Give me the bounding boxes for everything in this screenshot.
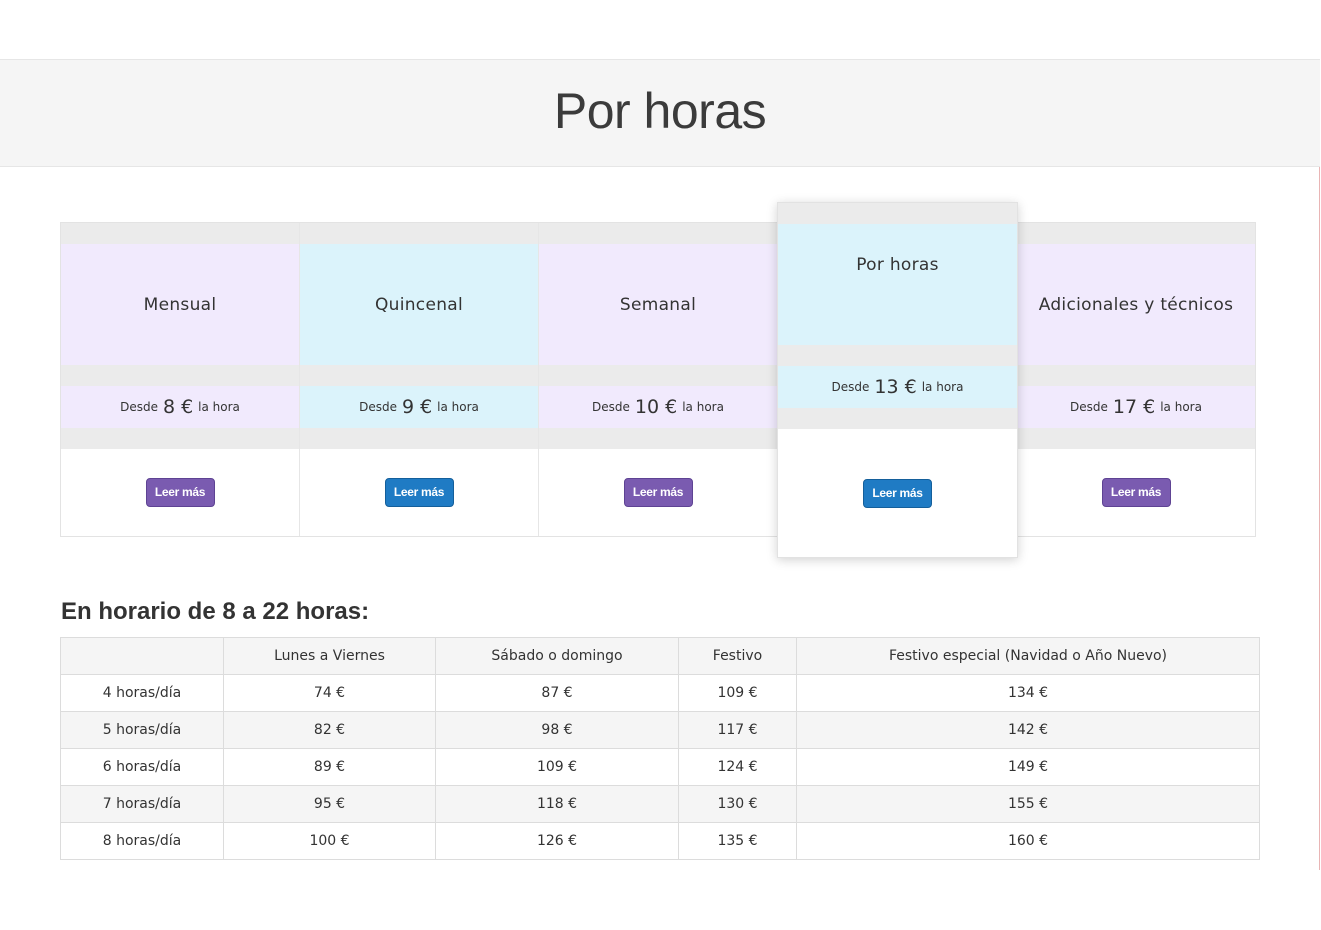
table-cell: 74 € — [223, 674, 436, 712]
table-cell: 134 € — [796, 674, 1260, 712]
table-cell: 149 € — [796, 748, 1260, 786]
plan-name: Por horas — [778, 224, 1017, 345]
price-suffix: la hora — [1160, 400, 1202, 414]
plan-strip — [300, 365, 538, 386]
plan-strip — [539, 223, 777, 244]
table-row: 6 horas/día 89 € 109 € 124 € 149 € — [60, 748, 1260, 786]
table-cell: 117 € — [678, 711, 797, 749]
plan-strip — [778, 203, 1017, 224]
price-amount: 9 € — [401, 396, 433, 418]
page-header: Por horas — [0, 59, 1320, 167]
price-prefix: Desde — [359, 400, 397, 414]
table-cell: 89 € — [223, 748, 436, 786]
plan-price: Desde 8 € la hora — [61, 386, 299, 428]
table-cell: 82 € — [223, 711, 436, 749]
plan-card-mensual: Mensual Desde 8 € la hora Leer más — [61, 223, 300, 536]
table-cell: 135 € — [678, 822, 797, 860]
table-cell: 109 € — [435, 748, 679, 786]
table-cell: 160 € — [796, 822, 1260, 860]
price-suffix: la hora — [437, 400, 479, 414]
plan-strip — [539, 365, 777, 386]
table-row: 7 horas/día 95 € 118 € 130 € 155 € — [60, 785, 1260, 823]
plan-card-por-horas-featured: Por horas Desde 13 € la hora Leer más — [777, 202, 1018, 558]
plan-price: Desde 10 € la hora — [539, 386, 777, 428]
table-cell: 87 € — [435, 674, 679, 712]
plan-strip — [300, 428, 538, 449]
plan-name: Mensual — [61, 244, 299, 365]
price-suffix: la hora — [682, 400, 724, 414]
plan-button-row: Leer más — [539, 449, 777, 507]
plan-strip — [61, 365, 299, 386]
plan-button-row: Leer más — [61, 449, 299, 507]
plan-strip — [1017, 223, 1255, 244]
table-cell: 4 horas/día — [60, 674, 224, 712]
table-row: 5 horas/día 82 € 98 € 117 € 142 € — [60, 711, 1260, 749]
column-header: Festivo — [678, 637, 797, 675]
table-cell: 7 horas/día — [60, 785, 224, 823]
plan-strip — [1017, 365, 1255, 386]
plan-price: Desde 17 € la hora — [1017, 386, 1255, 428]
plan-strip — [61, 428, 299, 449]
rates-table: Lunes a Viernes Sábado o domingo Festivo… — [60, 637, 1260, 860]
page-title: Por horas — [553, 83, 767, 139]
column-header: Festivo especial (Navidad o Año Nuevo) — [796, 637, 1260, 675]
price-suffix: la hora — [921, 380, 964, 394]
table-cell: 100 € — [223, 822, 436, 860]
column-header — [60, 637, 224, 675]
plan-button-row: Leer más — [1017, 449, 1255, 507]
plan-button-row: Leer más — [778, 429, 1017, 508]
price-amount: 13 € — [874, 376, 917, 398]
table-cell: 126 € — [435, 822, 679, 860]
table-cell: 124 € — [678, 748, 797, 786]
plan-price: Desde 13 € la hora — [778, 366, 1017, 408]
plan-strip — [778, 408, 1017, 429]
table-row: 4 horas/día 74 € 87 € 109 € 134 € — [60, 674, 1260, 712]
plan-name: Quincenal — [300, 244, 538, 365]
plan-strip — [778, 345, 1017, 366]
plan-strip — [1017, 428, 1255, 449]
table-cell: 6 horas/día — [60, 748, 224, 786]
table-cell: 5 horas/día — [60, 711, 224, 749]
read-more-button-por-horas[interactable]: Leer más — [863, 479, 932, 508]
column-header: Sábado o domingo — [435, 637, 679, 675]
column-header: Lunes a Viernes — [223, 637, 436, 675]
table-cell: 118 € — [435, 785, 679, 823]
table-cell: 109 € — [678, 674, 797, 712]
plan-card-quincenal: Quincenal Desde 9 € la hora Leer más — [300, 223, 539, 536]
price-amount: 10 € — [634, 396, 678, 418]
table-cell: 8 horas/día — [60, 822, 224, 860]
read-more-button-semanal[interactable]: Leer más — [623, 478, 693, 507]
table-cell: 98 € — [435, 711, 679, 749]
read-more-button-mensual[interactable]: Leer más — [145, 478, 215, 507]
table-cell: 142 € — [796, 711, 1260, 749]
price-prefix: Desde — [1070, 400, 1108, 414]
price-amount: 17 € — [1112, 396, 1156, 418]
plan-card-adicionales: Adicionales y técnicos Desde 17 € la hor… — [1017, 223, 1255, 536]
table-row: 8 horas/día 100 € 126 € 135 € 160 € — [60, 822, 1260, 860]
plan-button-row: Leer más — [300, 449, 538, 507]
price-amount: 8 € — [162, 396, 194, 418]
price-prefix: Desde — [120, 400, 158, 414]
plan-price: Desde 9 € la hora — [300, 386, 538, 428]
plan-name: Semanal — [539, 244, 777, 365]
plan-card-semanal: Semanal Desde 10 € la hora Leer más — [539, 223, 778, 536]
read-more-button-adicionales[interactable]: Leer más — [1101, 478, 1171, 507]
price-prefix: Desde — [592, 400, 630, 414]
table-header-row: Lunes a Viernes Sábado o domingo Festivo… — [60, 637, 1260, 675]
price-prefix: Desde — [831, 380, 870, 394]
schedule-title: En horario de 8 a 22 horas: — [61, 598, 370, 625]
plan-strip — [300, 223, 538, 244]
table-cell: 130 € — [678, 785, 797, 823]
plan-name: Adicionales y técnicos — [1017, 244, 1255, 365]
page-edge-rule — [1319, 60, 1320, 870]
plan-strip — [61, 223, 299, 244]
table-cell: 155 € — [796, 785, 1260, 823]
read-more-button-quincenal[interactable]: Leer más — [384, 478, 454, 507]
table-cell: 95 € — [223, 785, 436, 823]
price-suffix: la hora — [198, 400, 240, 414]
plan-strip — [539, 428, 777, 449]
pricing-plans: Mensual Desde 8 € la hora Leer más Quinc… — [60, 202, 1256, 558]
